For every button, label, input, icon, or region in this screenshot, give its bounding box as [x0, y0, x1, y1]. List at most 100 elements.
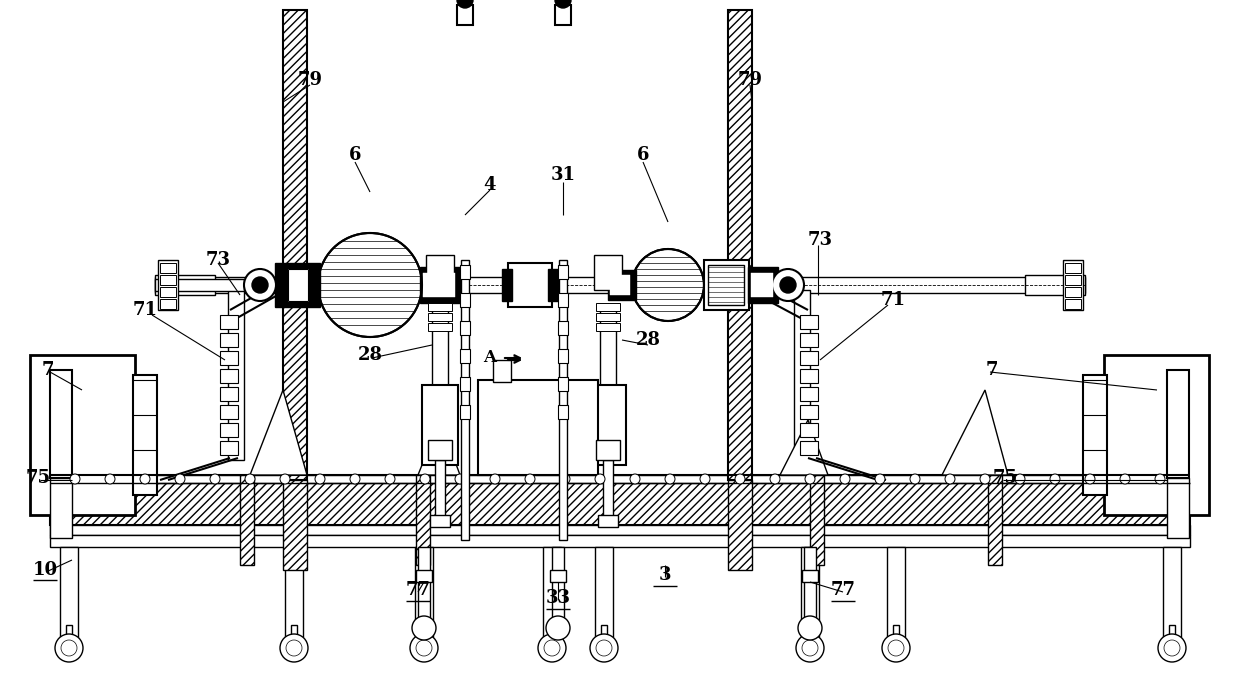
- Bar: [160, 263, 176, 273]
- Text: 75: 75: [992, 469, 1017, 487]
- Bar: [800, 387, 818, 401]
- Bar: [1167, 370, 1189, 478]
- Bar: [800, 441, 818, 455]
- Circle shape: [735, 474, 745, 484]
- Circle shape: [632, 249, 704, 321]
- Circle shape: [457, 0, 473, 8]
- Circle shape: [538, 634, 566, 662]
- Bar: [461, 260, 470, 540]
- Text: 75: 75: [26, 469, 51, 487]
- Bar: [1066, 275, 1080, 285]
- Bar: [460, 265, 470, 279]
- Circle shape: [596, 640, 612, 656]
- Bar: [987, 475, 1002, 565]
- Text: 7: 7: [986, 361, 999, 379]
- Bar: [800, 333, 818, 347]
- Bar: [50, 478, 72, 538]
- Bar: [432, 305, 449, 425]
- Circle shape: [772, 269, 804, 301]
- Bar: [593, 255, 622, 290]
- Polygon shape: [781, 420, 828, 475]
- Text: 3: 3: [659, 566, 672, 584]
- Bar: [282, 480, 307, 570]
- Bar: [430, 515, 450, 527]
- Circle shape: [1015, 474, 1025, 484]
- Circle shape: [280, 474, 290, 484]
- Bar: [155, 277, 1085, 293]
- Bar: [50, 525, 1189, 535]
- Bar: [416, 475, 430, 565]
- Circle shape: [700, 474, 710, 484]
- Bar: [160, 299, 176, 309]
- Text: 77: 77: [830, 581, 855, 599]
- Bar: [418, 547, 430, 622]
- Circle shape: [595, 474, 605, 484]
- Circle shape: [489, 474, 501, 484]
- Bar: [416, 570, 432, 582]
- Bar: [1083, 375, 1106, 495]
- Bar: [160, 287, 176, 297]
- Bar: [50, 475, 1189, 483]
- Circle shape: [802, 640, 818, 656]
- Circle shape: [629, 474, 641, 484]
- Bar: [596, 303, 620, 311]
- Bar: [420, 267, 460, 303]
- Circle shape: [840, 474, 850, 484]
- Circle shape: [1049, 474, 1061, 484]
- Circle shape: [945, 474, 955, 484]
- Bar: [221, 333, 238, 347]
- Text: 28: 28: [636, 331, 660, 349]
- Circle shape: [1163, 640, 1180, 656]
- Bar: [729, 10, 752, 480]
- Circle shape: [315, 474, 325, 484]
- Text: 77: 77: [405, 581, 430, 599]
- Text: 79: 79: [737, 71, 762, 89]
- Bar: [508, 263, 553, 307]
- Bar: [478, 380, 598, 475]
- Text: 28: 28: [358, 346, 383, 364]
- Circle shape: [769, 474, 781, 484]
- Bar: [426, 255, 453, 290]
- Text: 79: 79: [297, 71, 322, 89]
- Circle shape: [286, 640, 302, 656]
- Bar: [275, 263, 320, 307]
- Bar: [59, 547, 78, 637]
- Circle shape: [795, 634, 824, 662]
- Bar: [608, 270, 636, 300]
- Circle shape: [416, 640, 432, 656]
- Circle shape: [882, 634, 909, 662]
- Bar: [558, 321, 567, 335]
- Circle shape: [69, 474, 81, 484]
- Circle shape: [888, 640, 904, 656]
- Circle shape: [410, 634, 439, 662]
- Text: 31: 31: [550, 166, 575, 184]
- Bar: [1063, 260, 1083, 310]
- Circle shape: [555, 0, 571, 8]
- Bar: [285, 547, 304, 637]
- Bar: [558, 377, 567, 391]
- Circle shape: [546, 616, 570, 640]
- Bar: [553, 547, 564, 622]
- Circle shape: [875, 474, 885, 484]
- Polygon shape: [942, 390, 1009, 475]
- Bar: [427, 440, 452, 460]
- Bar: [1104, 355, 1209, 515]
- Bar: [427, 323, 452, 331]
- Text: 4: 4: [483, 176, 497, 194]
- Text: 6: 6: [348, 146, 362, 164]
- Circle shape: [781, 277, 795, 293]
- Circle shape: [1085, 474, 1095, 484]
- Bar: [1025, 275, 1085, 295]
- Bar: [1066, 287, 1080, 297]
- Bar: [595, 547, 613, 637]
- Bar: [804, 547, 817, 622]
- Bar: [460, 349, 470, 363]
- Bar: [543, 547, 561, 637]
- Bar: [590, 385, 626, 465]
- Bar: [704, 260, 750, 310]
- Text: 7: 7: [42, 361, 55, 379]
- Circle shape: [560, 474, 570, 484]
- Text: 6: 6: [637, 146, 649, 164]
- Bar: [1163, 547, 1181, 637]
- Circle shape: [105, 474, 115, 484]
